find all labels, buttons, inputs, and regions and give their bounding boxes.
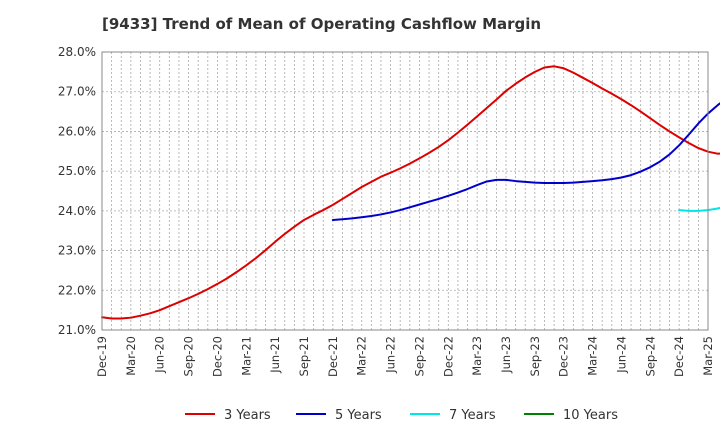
y-axis-ticks: 21.0% 22.0% 23.0% 24.0% 25.0% 26.0% 27.0% 28.0% [58,45,96,337]
x-tick-label: Jun-20 [153,336,167,374]
x-tick-label: Sep-22 [412,336,426,376]
x-tick-label: Dec-22 [441,336,455,377]
y-tick-label: 24.0% [58,204,96,218]
x-tick-label: Mar-22 [355,336,369,376]
x-tick-label: Sep-20 [182,336,196,376]
x-tick-label: Sep-21 [297,336,311,376]
x-tick-label: Jun-23 [499,336,513,374]
x-tick-label: Mar-20 [124,336,138,376]
x-tick-label: Dec-21 [326,336,340,377]
legend-label: 5 Years [335,408,382,423]
x-tick-label: Dec-24 [672,336,686,377]
x-tick-label: Dec-23 [557,336,571,377]
x-tick-label: Mar-21 [239,336,253,376]
series-lines [101,65,720,320]
x-tick-label: Mar-23 [470,336,484,376]
x-tick-label: Jun-21 [268,336,282,374]
x-tick-label: Mar-25 [701,336,715,376]
x-tick-label: Sep-23 [528,336,542,376]
legend-label: 10 Years [563,408,618,423]
y-tick-label: 22.0% [58,283,96,297]
y-tick-label: 23.0% [58,244,96,258]
plot-area-border [101,51,709,331]
chart-title: [9433] Trend of Mean of Operating Cashfl… [102,15,542,33]
y-tick-label: 21.0% [58,323,96,337]
x-tick-label: Jun-24 [614,336,628,374]
y-tick-label: 25.0% [58,164,96,178]
series-line-5-years [331,102,720,221]
grid-lines [101,51,709,331]
y-tick-label: 26.0% [58,124,96,138]
legend-label: 7 Years [449,408,496,423]
x-tick-label: Mar-24 [586,336,600,376]
legend-label: 3 Years [224,408,271,423]
y-tick-label: 27.0% [58,85,96,99]
series-line-3-years [101,65,720,320]
x-axis-ticks: Dec-19 Mar-20 Jun-20 Sep-20 Dec-20 Mar-21 Jun-… [95,336,715,377]
y-tick-label: 28.0% [58,45,96,59]
x-tick-label: Sep-24 [643,336,657,376]
series-line-7-years [678,206,720,212]
x-tick-label: Dec-20 [210,336,224,377]
x-tick-label: Jun-22 [384,336,398,374]
x-tick-label: Dec-19 [95,336,109,377]
legend: 3 Years 5 Years 7 Years 10 Years [185,408,618,423]
